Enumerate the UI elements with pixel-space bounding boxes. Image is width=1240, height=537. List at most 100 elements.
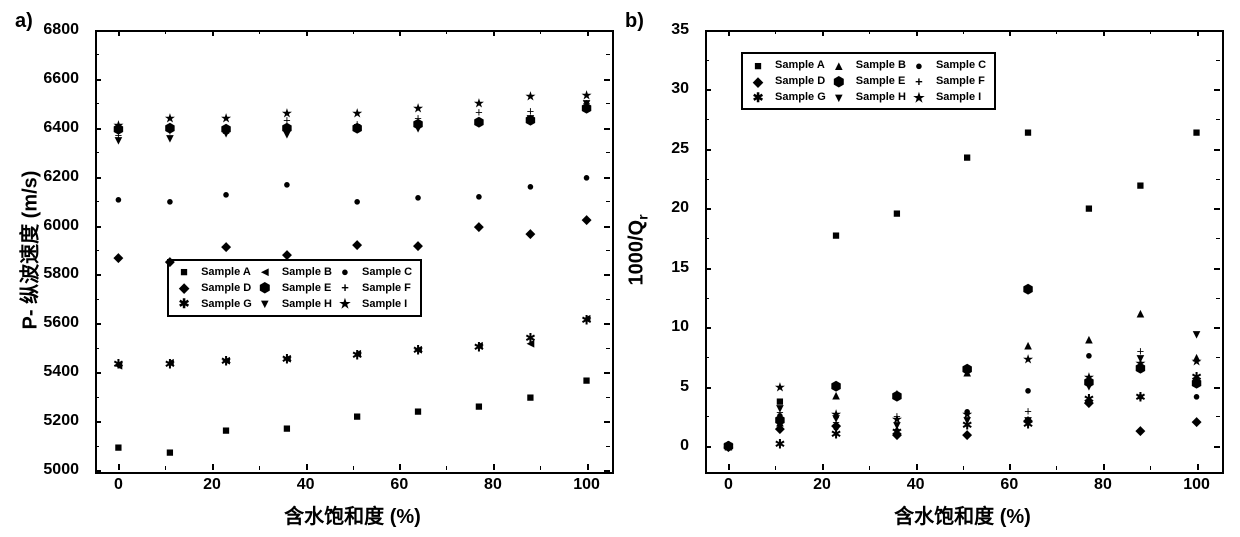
ytick-right [1214, 89, 1220, 91]
data-point: ✱ [1083, 392, 1094, 405]
ytick-label: 20 [671, 199, 689, 217]
data-point: ■ [283, 422, 291, 435]
legend-label: Sample E [856, 75, 906, 87]
data-point: ● [166, 195, 174, 208]
xtick [212, 464, 214, 470]
ytick-minor [95, 54, 99, 55]
ytick-right [1214, 30, 1220, 32]
data-point: ✱ [774, 437, 785, 450]
xtick [399, 464, 401, 470]
ytick [705, 149, 711, 151]
xtick-minor-top [446, 30, 447, 34]
panel-label: a) [15, 10, 33, 33]
xtick-label: 60 [1000, 476, 1018, 494]
data-point: ★ [1083, 371, 1095, 384]
xtick-top [587, 30, 589, 36]
legend-label: Sample B [282, 266, 332, 278]
ytick-right [1214, 387, 1220, 389]
ytick-right [604, 226, 610, 228]
data-point: ■ [475, 400, 483, 413]
data-point: ▼ [1022, 414, 1035, 427]
data-point: ⬢ [1022, 283, 1033, 296]
data-point: ■ [1085, 202, 1093, 215]
data-point: ■ [832, 228, 840, 241]
data-point: ✱ [581, 313, 592, 326]
data-point: ▼ [220, 126, 233, 139]
data-point: ■ [1136, 178, 1144, 191]
legend-label: Sample F [362, 282, 412, 294]
ytick-label: 35 [671, 21, 689, 39]
ytick-minor-right [606, 250, 610, 251]
ytick [95, 323, 101, 325]
xtick-top [1103, 30, 1105, 36]
ytick-label: 6400 [43, 119, 79, 137]
data-point: ★ [525, 90, 537, 103]
data-point: + [963, 366, 971, 379]
ytick [95, 177, 101, 179]
xtick-minor-top [353, 30, 354, 34]
xtick-top [306, 30, 308, 36]
data-point: ✱ [473, 340, 484, 353]
ytick-label: 30 [671, 80, 689, 98]
data-point: ● [414, 191, 422, 204]
xtick-minor [259, 466, 260, 470]
legend-label: Sample B [856, 59, 906, 71]
ytick-right [604, 274, 610, 276]
data-point: ▲ [1134, 307, 1147, 320]
data-point: ★ [220, 112, 232, 125]
data-point: ▼ [472, 116, 485, 129]
data-point: ● [283, 178, 291, 191]
ytick-right [604, 323, 610, 325]
legend-marker: ■ [751, 58, 765, 72]
data-point: ◆ [1135, 423, 1145, 436]
ytick [705, 446, 711, 448]
data-point: ★ [1022, 353, 1034, 366]
xtick-label: 0 [114, 476, 123, 494]
data-point: ★ [961, 408, 973, 421]
xtick-top [1009, 30, 1011, 36]
ytick-minor [705, 238, 709, 239]
xtick-minor [775, 466, 776, 470]
figure-container: a)02040608010050005200540056005800600062… [0, 0, 1240, 537]
data-point: ★ [723, 440, 735, 453]
data-point: ● [583, 170, 591, 183]
xtick-label: 100 [1183, 476, 1210, 494]
xtick-top [118, 30, 120, 36]
ytick-minor [95, 201, 99, 202]
data-point: ● [1085, 348, 1093, 361]
ytick-minor-right [606, 152, 610, 153]
legend-marker: ◆ [751, 74, 765, 88]
data-point: ✱ [282, 352, 293, 365]
ytick [95, 30, 101, 32]
legend-label: Sample E [282, 282, 332, 294]
panel-b: b)02040608010005101520253035含水饱和度 (%)100… [620, 10, 1230, 527]
data-point: ◆ [352, 237, 362, 250]
x-axis-label: 含水饱和度 (%) [894, 500, 1031, 529]
legend-label: Sample D [201, 282, 252, 294]
xtick [1103, 464, 1105, 470]
ytick-label: 5600 [43, 314, 79, 332]
ytick-minor [95, 299, 99, 300]
ytick-right [604, 79, 610, 81]
legend-label: Sample C [936, 59, 986, 71]
data-point: ■ [583, 373, 591, 386]
ytick-minor-right [606, 103, 610, 104]
data-point: ■ [166, 445, 174, 458]
data-point: ✱ [221, 355, 232, 368]
legend-marker: + [912, 74, 926, 88]
legend-label: Sample A [201, 266, 252, 278]
legend-marker: ◆ [177, 281, 191, 295]
data-point: ● [353, 195, 361, 208]
xtick-label: 40 [297, 476, 315, 494]
ytick-minor [95, 103, 99, 104]
data-point: ★ [351, 107, 363, 120]
ytick [705, 268, 711, 270]
xtick-minor-top [775, 30, 776, 34]
xtick-minor [165, 466, 166, 470]
xtick-label: 100 [573, 476, 600, 494]
data-point: ● [222, 187, 230, 200]
data-point: ★ [412, 102, 424, 115]
xtick-label: 20 [203, 476, 221, 494]
ytick-right [604, 128, 610, 130]
legend-marker: ● [338, 265, 352, 279]
